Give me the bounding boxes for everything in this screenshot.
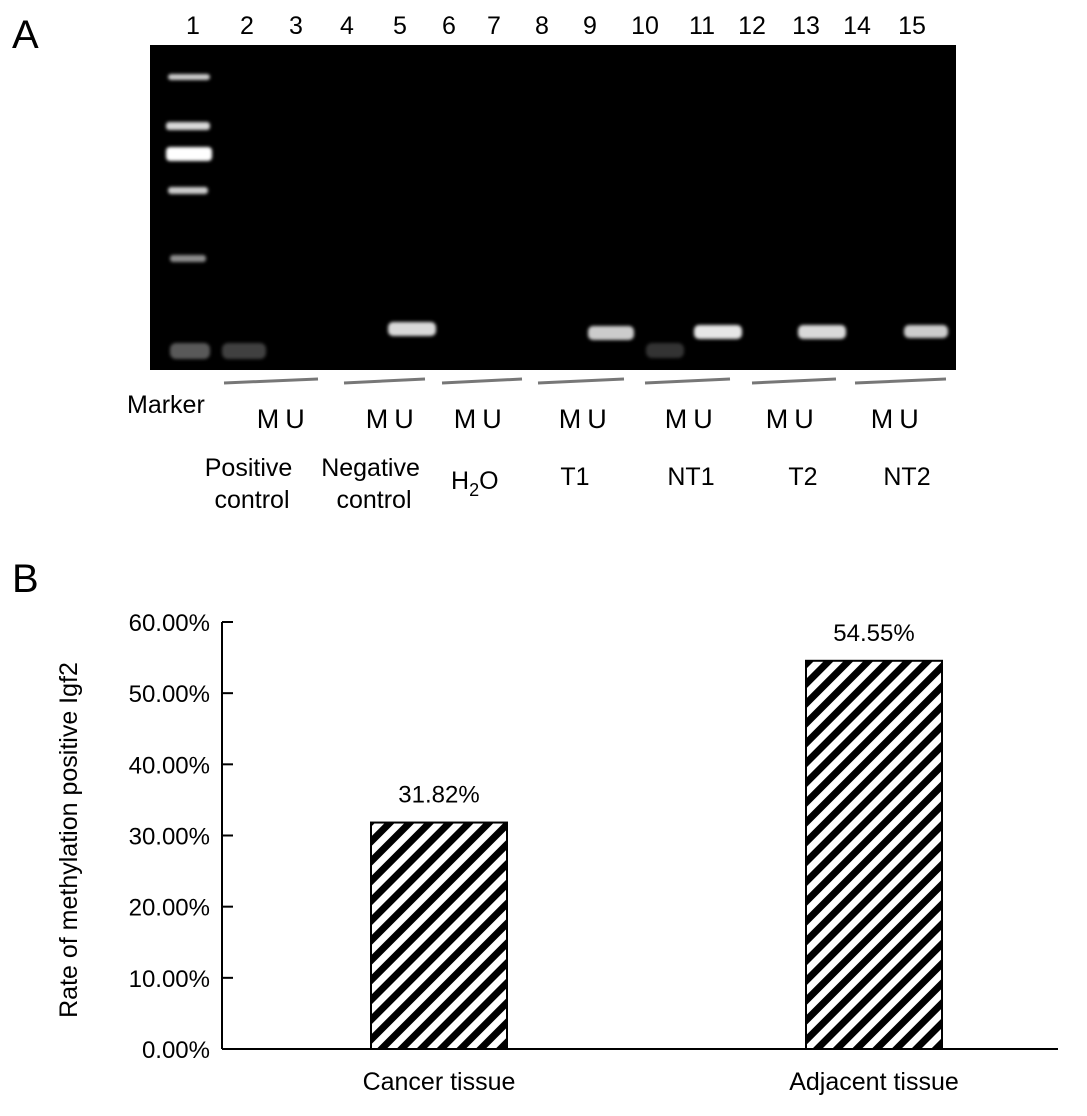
y-tick-label: 20.00%: [129, 895, 210, 922]
lane-number: 6: [442, 12, 456, 40]
band-lane-2: [222, 343, 266, 359]
lane-number: 2: [240, 12, 254, 40]
band-lane-9: [588, 326, 634, 340]
panel-a-label: A: [12, 13, 39, 57]
m-label: M: [766, 404, 789, 434]
lane-number: 14: [843, 12, 871, 40]
x-category-label: Adjacent tissue: [789, 1068, 959, 1096]
lane-number: 13: [792, 12, 820, 40]
bar-value-label: 31.82%: [398, 782, 479, 809]
m-label: M: [559, 404, 582, 434]
lane-group-underline: [343, 377, 426, 385]
y-ticks: 0.00% 10.00% 20.00% 30.00% 40.00% 50.00% 60.00…: [129, 610, 233, 1064]
lane-group-underline: [751, 377, 837, 385]
m-label: M: [366, 404, 389, 434]
m-label: M: [665, 404, 688, 434]
x-category-label: Cancer tissue: [363, 1068, 516, 1096]
u-label: U: [394, 404, 414, 434]
lane-number: 3: [289, 12, 303, 40]
bar-adjacent-tissue: [805, 659, 943, 1050]
lane-group-underline: [223, 377, 319, 385]
lane-number: 11: [689, 12, 715, 40]
u-label: U: [285, 404, 305, 434]
y-tick-label: 10.00%: [129, 966, 210, 993]
marker-label: Marker: [127, 391, 205, 419]
group-t2: T2: [788, 463, 817, 491]
group-t1: T1: [560, 463, 589, 491]
lane-group-underline: [644, 377, 731, 385]
lane-group-underline: [441, 377, 523, 385]
band-lane-15: [904, 325, 948, 338]
lane-number: 4: [340, 12, 354, 40]
y-axis-label: Rate of methylation positive Igf2: [55, 662, 83, 1018]
bar-value-label: 54.55%: [833, 620, 914, 647]
value-labels: 31.82% 54.55%: [398, 620, 914, 809]
band-lane-11: [694, 325, 742, 339]
group-water: H2O: [451, 467, 499, 500]
u-label: U: [587, 404, 607, 434]
group-negative-control: Negative control: [321, 454, 427, 514]
lane-number: 12: [738, 12, 766, 40]
gel-image: [150, 45, 956, 370]
y-tick-label: 50.00%: [129, 681, 210, 708]
lane-number: 5: [393, 12, 407, 40]
lane-number: 9: [583, 12, 597, 40]
lane-group-underline: [854, 377, 947, 385]
m-label: M: [871, 404, 894, 434]
m-label: M: [454, 404, 477, 434]
group-nt2: NT2: [883, 463, 930, 491]
band-lane-13: [798, 325, 846, 339]
lane-group-underline: [537, 377, 625, 385]
panel-b-label: B: [12, 557, 39, 601]
bars: [370, 659, 943, 1050]
group-nt1: NT1: [667, 463, 714, 491]
band-lane-10: [646, 343, 684, 358]
band-lane-5: [388, 322, 436, 336]
lane-number: 15: [898, 12, 926, 40]
lane-number: 7: [487, 12, 501, 40]
y-tick-label: 0.00%: [142, 1037, 210, 1064]
gel-group-labels: Positive control Negative control H2O T1…: [205, 454, 931, 514]
gel-underlines: [223, 377, 947, 385]
lane-number: 10: [631, 12, 659, 40]
m-label: M: [257, 404, 280, 434]
u-label: U: [794, 404, 814, 434]
y-tick-label: 60.00%: [129, 610, 210, 637]
marker-ladder: [166, 74, 212, 359]
sample-bands: [222, 322, 948, 359]
lane-number: 8: [535, 12, 549, 40]
group-positive-control: Positive control: [205, 454, 300, 514]
u-label: U: [693, 404, 713, 434]
bar-chart: 0.00% 10.00% 20.00% 30.00% 40.00% 50.00% 60.00…: [129, 610, 1058, 1096]
u-label: U: [482, 404, 502, 434]
u-label: U: [899, 404, 919, 434]
y-tick-label: 30.00%: [129, 824, 210, 851]
bar-cancer-tissue: [370, 821, 508, 1050]
lane-numbers: 1 2 3 4 5 6 7 8 9 10 11 12 13 14 15: [186, 12, 926, 40]
lane-number: 1: [186, 12, 200, 40]
category-labels: Cancer tissue Adjacent tissue: [363, 1068, 959, 1096]
y-tick-label: 40.00%: [129, 752, 210, 779]
